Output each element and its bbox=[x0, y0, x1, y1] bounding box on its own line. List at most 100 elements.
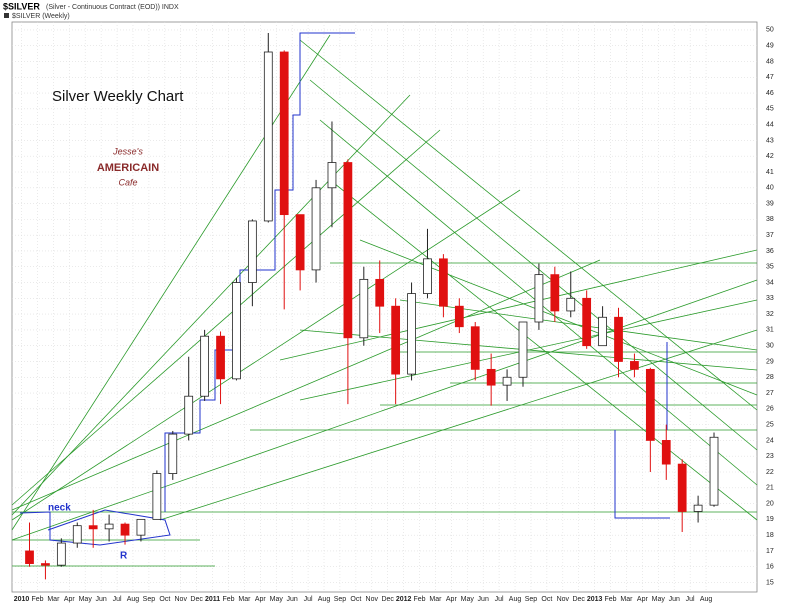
pattern-lines bbox=[19, 32, 670, 546]
x-tick-label: Aug bbox=[127, 596, 140, 603]
y-tick-label: 33 bbox=[766, 295, 774, 302]
header-title: $SILVER bbox=[3, 1, 40, 11]
candle-body bbox=[184, 395, 194, 435]
candle-body bbox=[25, 550, 34, 564]
legend-swatch bbox=[4, 13, 9, 18]
candle-body bbox=[120, 523, 130, 536]
x-tick-label: Dec bbox=[190, 596, 203, 603]
y-tick-label: 45 bbox=[766, 106, 774, 113]
x-tick-label: Jun bbox=[669, 596, 680, 603]
y-tick-label: 26 bbox=[766, 406, 774, 413]
candle-body bbox=[152, 473, 162, 520]
x-tick-label: Nov bbox=[366, 596, 379, 603]
candle-body bbox=[200, 335, 209, 397]
x-tick-label: Feb bbox=[222, 596, 234, 603]
x-tick-label: Jul bbox=[495, 596, 504, 603]
candle-body bbox=[56, 542, 66, 566]
x-tick-label: Dec bbox=[572, 596, 585, 603]
candle-body bbox=[439, 258, 448, 307]
y-tick-label: 40 bbox=[766, 185, 774, 192]
x-tick-label: Jul bbox=[686, 596, 695, 603]
x-tick-label: Sep bbox=[525, 596, 538, 603]
x-tick-label: May bbox=[461, 596, 475, 603]
candle-body bbox=[598, 316, 607, 347]
candle-body bbox=[263, 51, 273, 222]
candle-body bbox=[470, 326, 480, 370]
logo-line: Jesse's bbox=[112, 146, 143, 156]
candle-body bbox=[677, 463, 687, 512]
y-tick-label: 44 bbox=[766, 121, 774, 128]
candle-body bbox=[534, 274, 544, 323]
y-tick-label: 27 bbox=[766, 390, 774, 397]
candle-body bbox=[279, 51, 289, 216]
y-tick-label: 18 bbox=[766, 532, 774, 539]
candle-body bbox=[391, 305, 401, 375]
x-tick-label: Jul bbox=[113, 596, 122, 603]
y-tick-label: 22 bbox=[766, 469, 774, 476]
x-tick-label: Mar bbox=[620, 596, 633, 603]
candle-body bbox=[295, 214, 305, 271]
y-tick-label: 32 bbox=[766, 311, 774, 318]
y-tick-label: 38 bbox=[766, 216, 774, 223]
candle-body bbox=[232, 282, 241, 380]
x-tick-label: May bbox=[270, 596, 284, 603]
y-tick-label: 29 bbox=[766, 358, 774, 365]
y-tick-label: 42 bbox=[766, 153, 774, 160]
x-tick-label: Jul bbox=[304, 596, 313, 603]
y-tick-label: 49 bbox=[766, 43, 774, 50]
y-tick-label: 25 bbox=[766, 421, 774, 428]
candle-body bbox=[661, 440, 671, 465]
candle-body bbox=[614, 316, 623, 362]
x-tick-label: Oct bbox=[159, 596, 170, 603]
x-tick-label: Jun bbox=[95, 596, 106, 603]
candle-body bbox=[645, 368, 655, 441]
y-tick-label: 34 bbox=[766, 279, 774, 286]
x-tick-label: Oct bbox=[350, 596, 361, 603]
y-tick-label: 30 bbox=[766, 343, 774, 350]
x-tick-label: Sep bbox=[334, 596, 347, 603]
y-tick-label: 43 bbox=[766, 137, 774, 144]
x-tick-label: Apr bbox=[64, 596, 76, 603]
x-tick-label: Jun bbox=[287, 596, 298, 603]
x-tick-label: May bbox=[652, 596, 666, 603]
plot-frame bbox=[11, 21, 758, 593]
annotation: R bbox=[120, 551, 128, 562]
x-tick-label: Sep bbox=[143, 596, 156, 603]
candle-body bbox=[88, 525, 98, 530]
y-tick-label: 19 bbox=[766, 516, 774, 523]
x-tick-label: Oct bbox=[541, 596, 552, 603]
candle-body bbox=[423, 258, 432, 294]
legend-entry: $SILVER (Weekly) bbox=[12, 13, 70, 20]
candle-body bbox=[311, 187, 321, 271]
x-tick-label: Mar bbox=[238, 596, 251, 603]
header-subtitle: (Silver - Continuous Contract (EOD)) IND… bbox=[46, 4, 179, 11]
y-tick-label: 35 bbox=[766, 264, 774, 271]
candle-body bbox=[582, 297, 592, 347]
y-tick-label: 17 bbox=[766, 548, 774, 555]
logo-line: AMERICAIN bbox=[97, 162, 159, 174]
candle-body bbox=[709, 436, 719, 506]
candle-body bbox=[630, 361, 639, 370]
x-tick-label: Feb bbox=[413, 596, 425, 603]
x-tick-label: Feb bbox=[31, 596, 43, 603]
x-tick-label: Jun bbox=[478, 596, 489, 603]
x-tick-label: Nov bbox=[557, 596, 570, 603]
candle-body bbox=[502, 376, 512, 386]
x-tick-label: Apr bbox=[255, 596, 267, 603]
x-tick-label: Dec bbox=[381, 596, 394, 603]
x-tick-label: Mar bbox=[47, 596, 60, 603]
candle-body bbox=[375, 278, 385, 307]
x-tick-label: Mar bbox=[429, 596, 442, 603]
candle-body bbox=[566, 297, 576, 312]
logo: Jesse's AMERICAIN Cafe bbox=[97, 146, 159, 187]
y-tick-label: 20 bbox=[766, 500, 774, 507]
candle-body bbox=[454, 305, 464, 328]
x-tick-label: Feb bbox=[605, 596, 617, 603]
x-tick-label: May bbox=[79, 596, 93, 603]
x-tick-label: Aug bbox=[318, 596, 331, 603]
y-tick-label: 16 bbox=[766, 564, 774, 571]
y-tick-label: 46 bbox=[766, 90, 774, 97]
candle-body bbox=[518, 321, 528, 378]
